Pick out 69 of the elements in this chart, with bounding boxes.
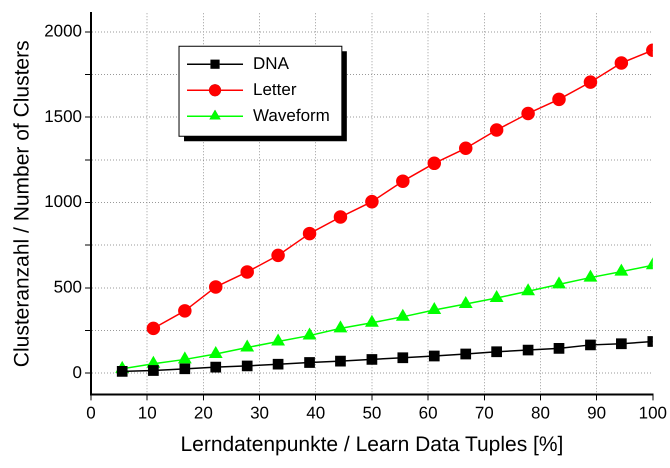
point <box>491 346 502 358</box>
point <box>459 296 472 308</box>
point <box>178 352 192 364</box>
point <box>584 270 597 282</box>
y-axis-title: Clusteranzahl / Number of Clusters <box>10 40 34 368</box>
x-tick-label: 20 <box>194 403 213 422</box>
point <box>552 92 566 106</box>
point <box>428 350 440 362</box>
x-tick-label: 50 <box>362 403 382 422</box>
point <box>552 277 566 288</box>
y-tick-label: 0 <box>72 362 82 382</box>
legend-label: Waveform <box>253 106 330 125</box>
point <box>614 264 628 276</box>
point <box>397 352 408 364</box>
y-tick-label: 500 <box>54 277 82 296</box>
y-tick-label: 1000 <box>44 192 82 212</box>
point <box>335 356 346 366</box>
point <box>458 142 472 156</box>
x-tick-label: 90 <box>587 403 606 422</box>
point <box>242 360 253 372</box>
point <box>490 123 504 137</box>
point <box>209 346 222 358</box>
point <box>428 302 441 314</box>
point <box>179 363 190 374</box>
point <box>303 328 316 340</box>
point <box>178 304 192 318</box>
point <box>396 174 410 188</box>
point <box>334 321 347 332</box>
point <box>522 344 534 356</box>
x-axis-title: Lerndatenpunkte / Learn Data Tuples [%] <box>180 433 564 456</box>
point <box>302 226 316 240</box>
x-tick-label: 80 <box>530 403 550 422</box>
point <box>522 284 534 296</box>
x-tick-label: 100 <box>638 403 668 422</box>
point <box>208 280 222 294</box>
point <box>240 340 254 352</box>
point <box>240 265 254 279</box>
legend-label: DNA <box>253 54 290 73</box>
y-tick-label: 1500 <box>44 106 82 126</box>
x-tick-label: 70 <box>474 403 494 422</box>
point <box>554 343 564 354</box>
point <box>490 290 504 302</box>
point <box>585 340 596 350</box>
point <box>365 194 379 208</box>
point <box>396 310 410 321</box>
point <box>272 334 284 346</box>
point <box>366 316 378 327</box>
point <box>210 362 222 372</box>
point <box>521 106 535 120</box>
point <box>460 348 472 360</box>
point <box>146 322 160 336</box>
legend-label: Letter <box>253 80 297 99</box>
x-tick-label: 10 <box>138 403 157 422</box>
y-tick-label: 2000 <box>44 22 82 41</box>
point <box>614 56 628 70</box>
point <box>148 365 159 376</box>
point <box>428 156 442 170</box>
point <box>272 358 284 370</box>
point <box>304 357 315 368</box>
point <box>584 75 598 89</box>
point <box>366 354 378 365</box>
point <box>334 210 348 224</box>
point <box>116 366 128 377</box>
x-tick-label: 30 <box>250 403 270 422</box>
x-tick-label: 40 <box>306 403 326 422</box>
x-tick-label: 60 <box>418 403 438 422</box>
point <box>616 338 627 350</box>
point <box>271 248 285 262</box>
x-tick-label: 0 <box>86 403 96 422</box>
